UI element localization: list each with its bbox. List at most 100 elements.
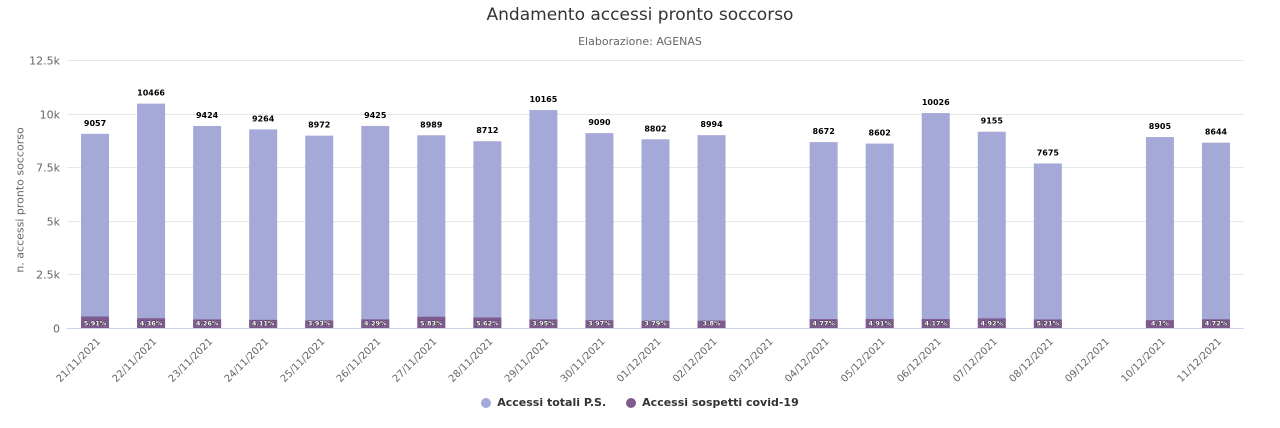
x-tick-label: 02/12/2021 xyxy=(671,336,720,385)
bar-covid[interactable] xyxy=(361,319,390,328)
bar-value-label: 9057 xyxy=(84,119,106,128)
bar-covid[interactable] xyxy=(585,320,614,328)
bar-total[interactable] xyxy=(585,133,614,328)
bar-value-label: 9425 xyxy=(364,111,387,120)
bar-total[interactable] xyxy=(193,125,222,329)
bar-total[interactable] xyxy=(697,135,726,328)
legend-item-accessi-totali[interactable]: Accessi totali P.S. xyxy=(481,396,606,409)
bar-percent-label: 5.83% xyxy=(420,320,443,328)
bar-covid[interactable] xyxy=(473,317,502,328)
bar-percent-label: 4.36% xyxy=(140,320,163,328)
x-tick-label: 04/12/2021 xyxy=(783,336,832,385)
x-tick-label: 07/12/2021 xyxy=(951,336,1000,385)
bar-percent-label: 5.21% xyxy=(1037,320,1060,328)
bar-percent-label: 3.95% xyxy=(532,320,555,328)
bar-value-label: 8905 xyxy=(1149,122,1172,131)
bar-total[interactable] xyxy=(921,113,950,328)
bar-total[interactable] xyxy=(81,133,110,328)
legend-dot-icon xyxy=(626,397,637,408)
bar-value-label: 8672 xyxy=(813,127,835,136)
bar-total[interactable] xyxy=(809,142,838,328)
bar-percent-label: 4.29% xyxy=(364,320,387,328)
x-tick-label: 10/12/2021 xyxy=(1120,336,1169,385)
bar-covid[interactable] xyxy=(977,318,1006,328)
bar-total[interactable] xyxy=(473,141,502,328)
x-tick-label: 08/12/2021 xyxy=(1007,336,1056,385)
bar-total[interactable] xyxy=(529,110,558,328)
x-tick-label: 24/11/2021 xyxy=(223,336,272,385)
x-tick-label: 11/12/2021 xyxy=(1176,336,1225,385)
x-tick-label: 09/12/2021 xyxy=(1063,336,1112,385)
bar-total[interactable] xyxy=(977,131,1006,328)
bar-percent-label: 3.79% xyxy=(644,320,667,328)
bar-covid[interactable] xyxy=(137,318,166,328)
bar-series: 9057 5.91% 10466 4.36% 9424 4.26% 9264 4.11% 897… xyxy=(81,89,1230,329)
y-axis-ticks: 0 2.5k 5k 7.5k 10k 12.5k xyxy=(29,55,60,336)
bar-percent-label: 4.92% xyxy=(981,320,1004,328)
bar-covid[interactable] xyxy=(641,320,670,328)
bar-total[interactable] xyxy=(1145,137,1174,328)
bar-value-label: 8972 xyxy=(308,121,330,130)
bar-value-label: 7675 xyxy=(1037,148,1060,157)
bar-percent-label: 4.26% xyxy=(196,320,219,328)
bar-covid[interactable] xyxy=(865,318,894,328)
bar-covid[interactable] xyxy=(921,319,950,328)
bar-value-label: 10466 xyxy=(137,89,165,98)
y-tick-label: 5k xyxy=(47,216,61,229)
bar-percent-label: 4.17% xyxy=(924,320,947,328)
bar-covid[interactable] xyxy=(1201,319,1230,328)
bar-total[interactable] xyxy=(305,135,334,328)
y-tick-label: 10k xyxy=(40,109,61,122)
x-tick-label: 23/11/2021 xyxy=(167,336,216,385)
legend-item-accessi-covid[interactable]: Accessi sospetti covid-19 xyxy=(626,396,799,409)
x-tick-label: 28/11/2021 xyxy=(447,336,496,385)
bar-value-label: 8994 xyxy=(700,120,723,129)
bar-value-label: 10165 xyxy=(529,95,557,104)
bar-covid[interactable] xyxy=(305,320,334,328)
x-tick-label: 29/11/2021 xyxy=(503,336,552,385)
bar-percent-label: 3.97% xyxy=(588,320,611,328)
y-tick-label: 7.5k xyxy=(36,162,60,175)
y-tick-label: 12.5k xyxy=(29,55,60,68)
bar-value-label: 9155 xyxy=(981,117,1004,126)
bar-percent-label: 4.72% xyxy=(1205,320,1228,328)
bar-total[interactable] xyxy=(417,135,446,328)
bar-value-label: 10026 xyxy=(922,98,950,107)
x-tick-label: 30/11/2021 xyxy=(559,336,608,385)
bar-value-label: 8602 xyxy=(869,129,891,138)
x-tick-label: 27/11/2021 xyxy=(391,336,440,385)
legend-label: Accessi sospetti covid-19 xyxy=(642,396,799,409)
bar-covid[interactable] xyxy=(529,319,558,328)
bar-covid[interactable] xyxy=(417,316,446,328)
bar-covid[interactable] xyxy=(697,320,726,328)
bar-total[interactable] xyxy=(361,125,390,328)
bar-covid[interactable] xyxy=(1145,320,1174,328)
bar-covid[interactable] xyxy=(1033,319,1062,328)
bar-covid[interactable] xyxy=(249,319,278,328)
bar-total[interactable] xyxy=(137,103,166,328)
bar-total[interactable] xyxy=(1201,142,1230,328)
bar-percent-label: 4.11% xyxy=(252,320,275,328)
x-tick-label: 01/12/2021 xyxy=(615,336,664,385)
y-tick-label: 2.5k xyxy=(36,269,60,282)
x-tick-label: 21/11/2021 xyxy=(55,336,104,385)
bar-total[interactable] xyxy=(865,143,894,328)
bar-total[interactable] xyxy=(1033,163,1062,328)
bar-value-label: 8644 xyxy=(1205,128,1228,137)
chart-subtitle: Elaborazione: AGENAS xyxy=(578,35,702,48)
legend-dot-icon xyxy=(481,397,492,408)
bar-value-label: 9264 xyxy=(252,114,275,123)
x-axis-ticks: 21/11/2021 22/11/2021 23/11/2021 24/11/2021… xyxy=(55,336,1224,385)
bar-total[interactable] xyxy=(249,129,278,328)
bar-total[interactable] xyxy=(641,139,670,328)
x-tick-label: 06/12/2021 xyxy=(895,336,944,385)
bar-percent-label: 4.1% xyxy=(1151,320,1170,328)
bar-covid[interactable] xyxy=(81,316,110,328)
x-tick-label: 22/11/2021 xyxy=(111,336,160,385)
legend: Accessi totali P.S. Accessi sospetti cov… xyxy=(0,396,1280,409)
bar-covid[interactable] xyxy=(809,319,838,328)
bar-covid[interactable] xyxy=(193,319,222,328)
bar-percent-label: 3.8% xyxy=(703,320,722,328)
bar-percent-label: 4.91% xyxy=(868,320,891,328)
